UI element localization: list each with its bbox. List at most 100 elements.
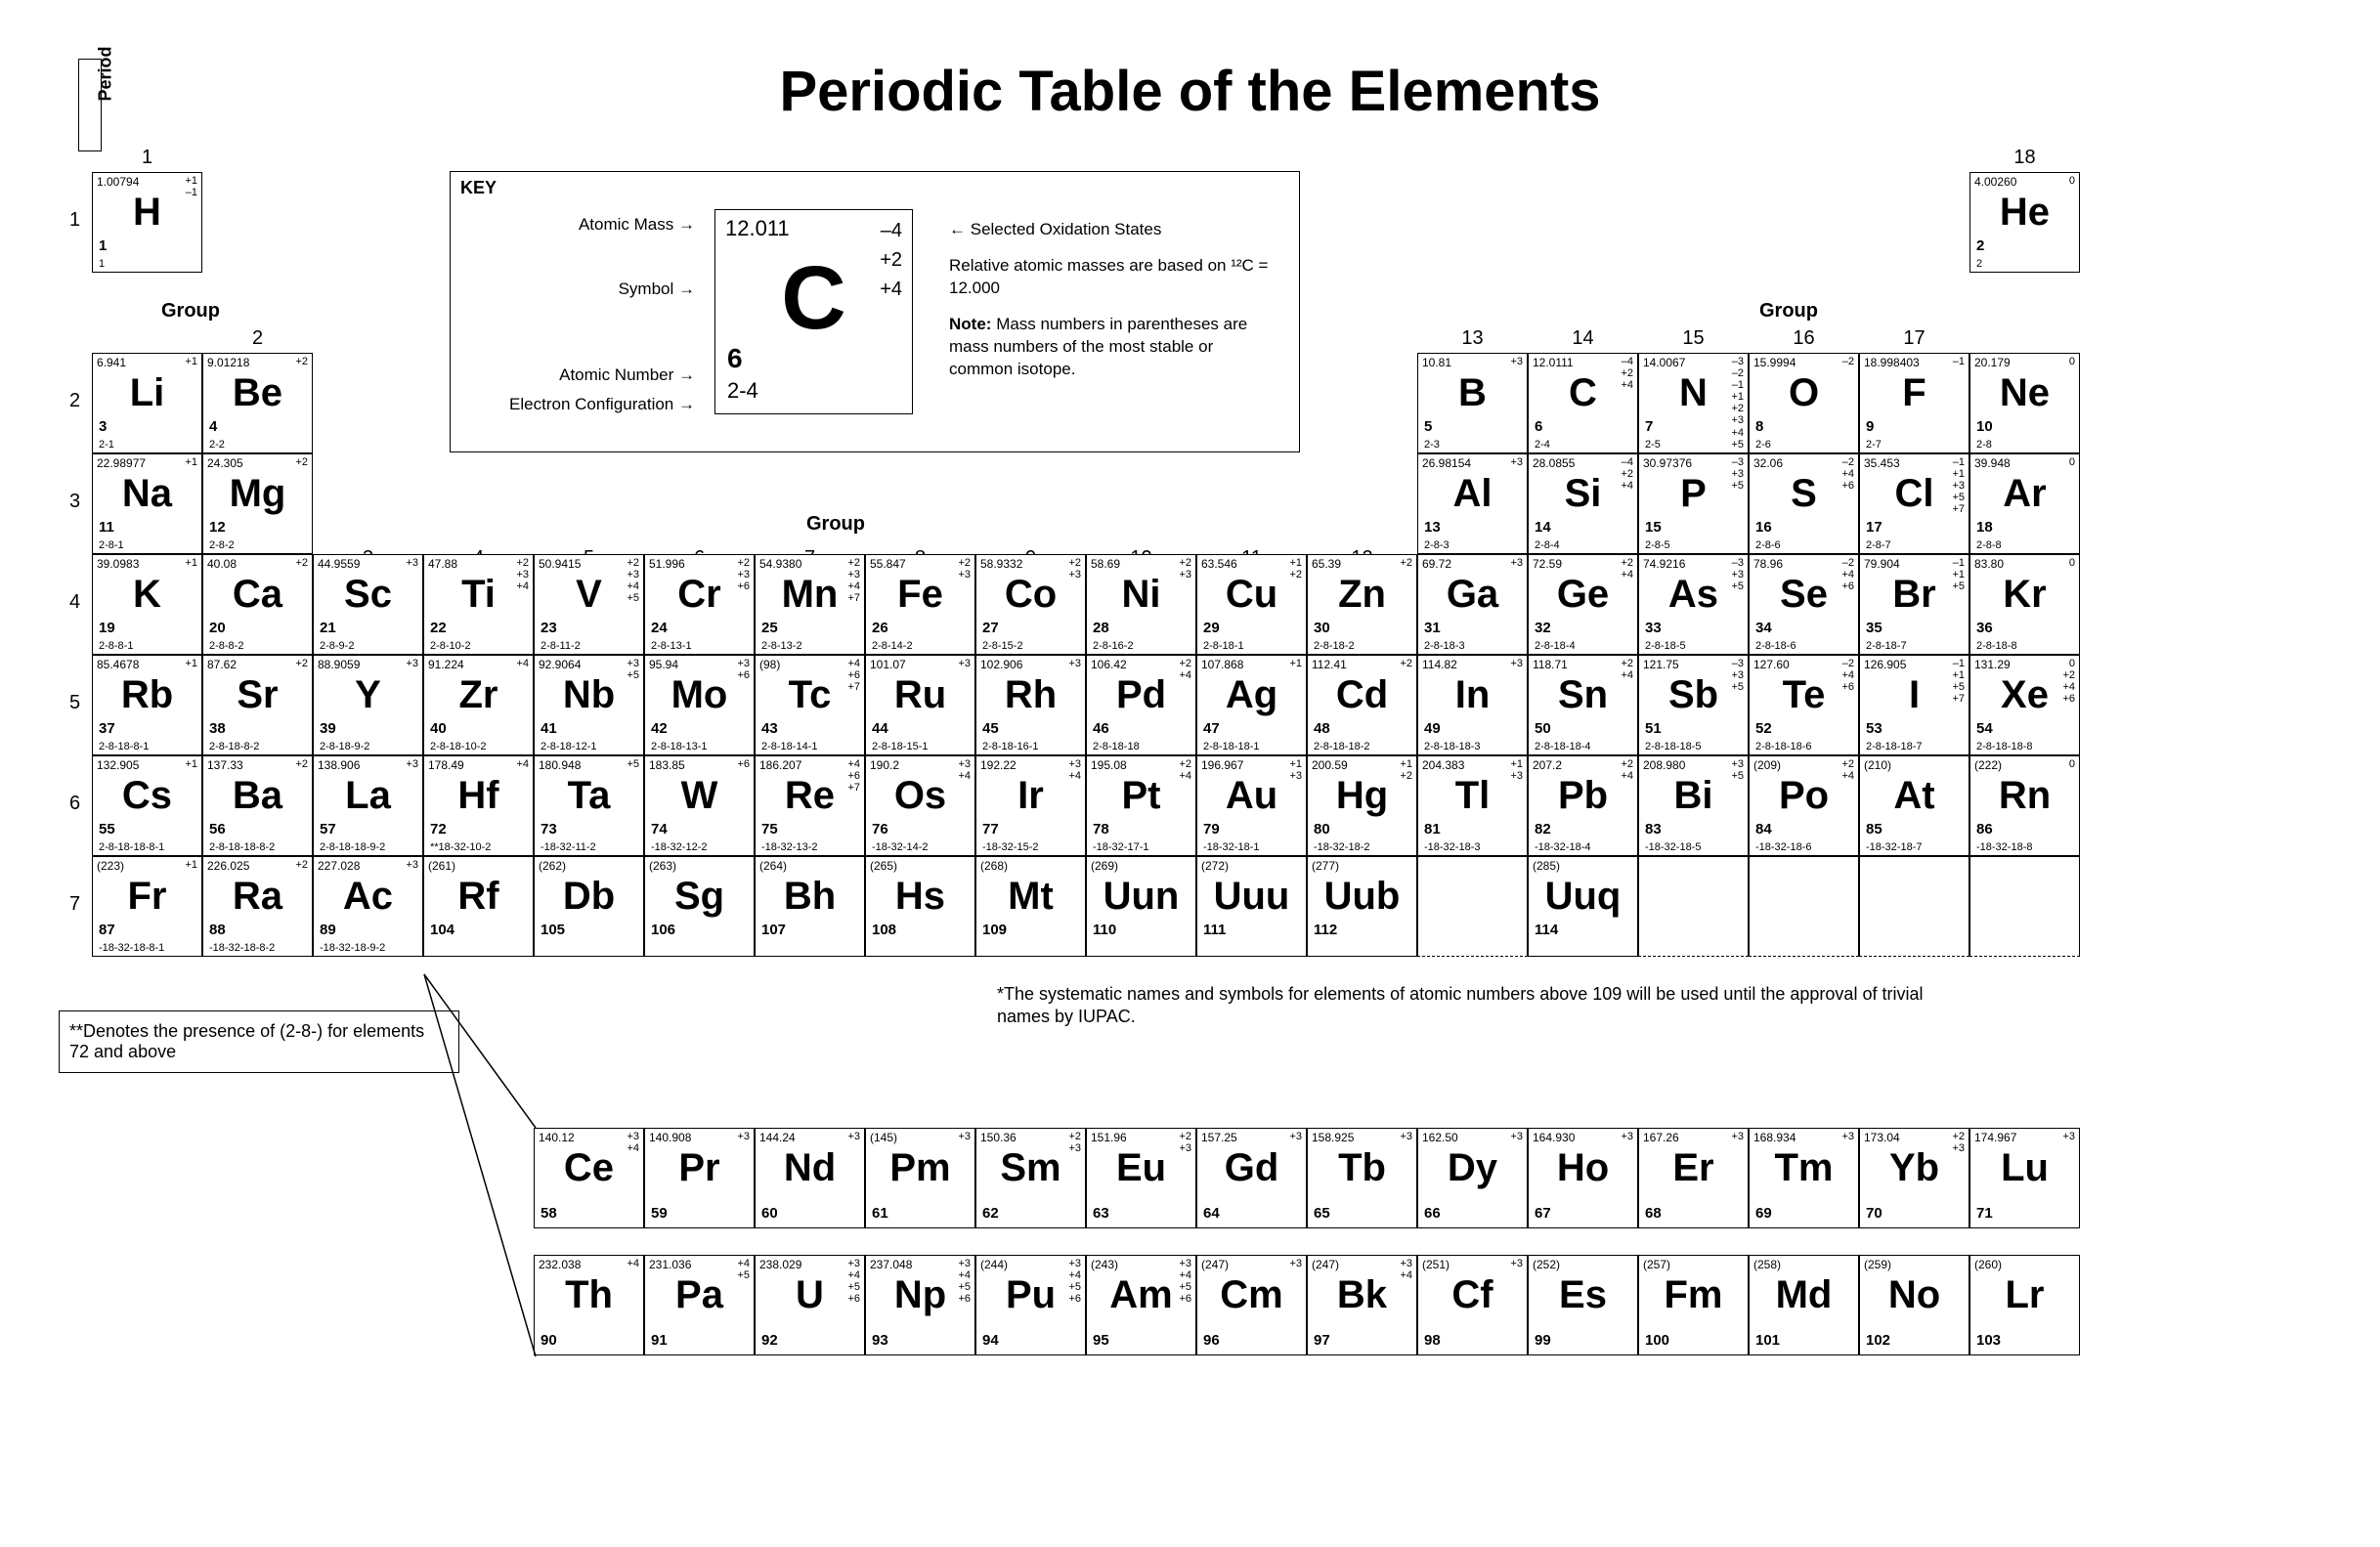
element-cell-He: 4.002600He22 (1969, 172, 2080, 273)
mass: 22.98977 (97, 456, 146, 470)
symbol: Tm (1750, 1146, 1858, 1190)
element-cell-Cl: 35.453–1 +1 +3 +5 +7Cl172-8-7 (1859, 453, 1969, 554)
mass: 183.85 (649, 758, 685, 772)
element-cell-Ar: 39.9480Ar182-8-8 (1969, 453, 2080, 554)
atomic-number: 8 (1755, 418, 1763, 435)
element-cell-Cs: 132.905+1Cs552-8-18-18-8-1 (92, 755, 202, 856)
key-label-number: Atomic Number (509, 365, 695, 385)
mass: 40.08 (207, 557, 237, 571)
mass: 35.453 (1864, 456, 1900, 470)
atomic-number: 61 (872, 1205, 888, 1222)
mass: 144.24 (759, 1131, 796, 1144)
atomic-number: 105 (541, 922, 565, 938)
atomic-number: 42 (651, 720, 668, 737)
atomic-number: 14 (1535, 519, 1551, 536)
electron-config: 2-6 (1755, 439, 1771, 451)
element-cell-Uub: (277)Uub112 (1307, 856, 1417, 957)
mass: 164.930 (1533, 1131, 1575, 1144)
mass: (247) (1201, 1258, 1229, 1271)
electron-config: 2-4 (1535, 439, 1550, 451)
atomic-number: 50 (1535, 720, 1551, 737)
symbol: Y (314, 673, 422, 717)
group-number-15: 15 (1638, 327, 1749, 350)
mass: 232.038 (539, 1258, 581, 1271)
electron-config: 1 (99, 258, 105, 270)
group-label-mid: Group (806, 513, 865, 536)
element-cell-Mo: 95.94+3 +6Mo422-8-18-13-1 (644, 655, 755, 755)
atomic-number: 21 (320, 620, 336, 636)
mass: 91.224 (428, 658, 464, 671)
symbol: Uub (1308, 875, 1416, 919)
element-cell-Sr: 87.62+2Sr382-8-18-8-2 (202, 655, 313, 755)
element-cell-H: 1.00794+1 –1H11 (92, 172, 202, 273)
electron-config: -18-32-18-8-1 (99, 942, 164, 954)
mass: 131.29 (1974, 658, 2011, 671)
symbol: S (1750, 472, 1858, 516)
mass: 12.0111 (1533, 356, 1574, 369)
element-cell-empty (1417, 856, 1528, 957)
mass: 87.62 (207, 658, 237, 671)
element-cell-Sn: 118.71+2 +4Sn502-8-18-18-4 (1528, 655, 1638, 755)
symbol: Fr (93, 875, 201, 919)
mass: 178.49 (428, 758, 464, 772)
footnote-denotes: **Denotes the presence of (2-8-) for ele… (59, 1010, 459, 1073)
element-cell-F: 18.998403–1F92-7 (1859, 353, 1969, 453)
electron-config: -18-32-14-2 (872, 841, 928, 853)
atomic-number: 99 (1535, 1332, 1551, 1349)
electron-config: -18-32-18-9-2 (320, 942, 385, 954)
symbol: Ba (203, 774, 312, 818)
oxidation: +3 (1841, 1131, 1854, 1142)
footnote-systematic: *The systematic names and symbols for el… (997, 983, 1974, 1029)
key-label-ec: Electron Configuration (455, 395, 695, 414)
electron-config: 2-8-18-18-9-2 (320, 841, 385, 853)
element-cell-Ac: 227.028+3Ac89-18-32-18-9-2 (313, 856, 423, 957)
symbol: Sg (645, 875, 754, 919)
period-number-2: 2 (63, 390, 87, 412)
oxidation: +2 (1400, 658, 1412, 669)
symbol: B (1418, 371, 1527, 415)
electron-config: 2-8-8-1 (99, 640, 133, 652)
oxidation: +2 (1400, 557, 1412, 569)
electron-config: 2-8-18-18-2 (1314, 741, 1369, 752)
symbol: Nd (756, 1146, 864, 1190)
atomic-number: 26 (872, 620, 888, 636)
atomic-number: 86 (1976, 821, 1993, 838)
oxidation: 0 (2069, 356, 2075, 367)
element-cell-I: 126.905–1 +1 +5 +7I532-8-18-18-7 (1859, 655, 1969, 755)
element-cell-Sc: 44.9559+3Sc212-8-9-2 (313, 554, 423, 655)
element-cell-Ne: 20.1790Ne102-8 (1969, 353, 2080, 453)
mass: 237.048 (870, 1258, 912, 1271)
atomic-number: 65 (1314, 1205, 1330, 1222)
mass: (265) (870, 859, 897, 873)
oxidation: +3 (406, 859, 418, 871)
atomic-number: 35 (1866, 620, 1882, 636)
atomic-number: 54 (1976, 720, 1993, 737)
oxidation: +3 (958, 1131, 971, 1142)
symbol: Ca (203, 573, 312, 617)
atomic-number: 57 (320, 821, 336, 838)
electron-config: 2-8-18-7 (1866, 640, 1907, 652)
element-cell-Sb: 121.75–3 +3 +5Sb512-8-18-18-5 (1638, 655, 1749, 755)
atomic-number: 108 (872, 922, 896, 938)
mass: 18.998403 (1864, 356, 1920, 369)
mass: 95.94 (649, 658, 678, 671)
group-label-right: Group (1759, 300, 1818, 322)
oxidation: +3 (737, 1131, 750, 1142)
electron-config: 2-8-18-18-5 (1645, 741, 1701, 752)
element-cell-Rh: 102.906+3Rh452-8-18-16-1 (975, 655, 1086, 755)
mass: (277) (1312, 859, 1339, 873)
mass: 150.36 (980, 1131, 1017, 1144)
symbol: Rb (93, 673, 201, 717)
oxidation: +3 (2062, 1131, 2075, 1142)
symbol: Pu (976, 1273, 1085, 1317)
oxidation: +4 (516, 758, 529, 770)
symbol: P (1639, 472, 1748, 516)
oxidation: +5 (627, 758, 639, 770)
element-cell-Dy: 162.50+3Dy66 (1417, 1128, 1528, 1228)
electron-config: 2-8-15-2 (982, 640, 1023, 652)
symbol: I (1860, 673, 1969, 717)
symbol: Zn (1308, 573, 1416, 617)
atomic-number: 63 (1093, 1205, 1109, 1222)
atomic-number: 34 (1755, 620, 1772, 636)
group-number-18: 18 (1969, 147, 2080, 169)
